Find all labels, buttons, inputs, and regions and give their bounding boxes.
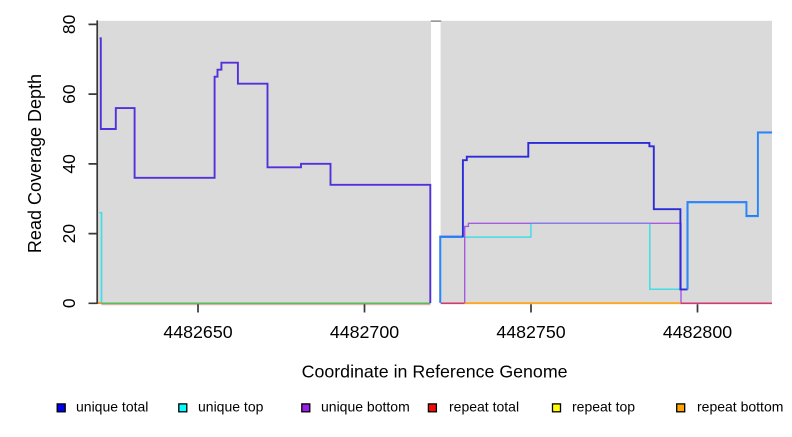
svg-text:60: 60 [59,84,79,104]
svg-text:20: 20 [59,224,79,244]
svg-text:unique bottom: unique bottom [321,399,410,415]
svg-text:unique total: unique total [76,399,148,415]
svg-text:4482650: 4482650 [163,322,232,342]
svg-text:Read Coverage Depth: Read Coverage Depth [25,74,45,253]
svg-text:4482800: 4482800 [663,322,732,342]
svg-text:4482750: 4482750 [496,322,565,342]
svg-text:repeat bottom: repeat bottom [697,399,783,415]
svg-text:unique top: unique top [198,399,264,415]
svg-text:80: 80 [59,14,79,34]
svg-text:40: 40 [59,154,79,174]
svg-text:0: 0 [59,298,79,308]
svg-text:repeat total: repeat total [449,399,519,415]
svg-text:Coordinate in Reference Genome: Coordinate in Reference Genome [302,361,568,381]
svg-text:4482700: 4482700 [330,322,399,342]
svg-text:repeat top: repeat top [572,399,635,415]
